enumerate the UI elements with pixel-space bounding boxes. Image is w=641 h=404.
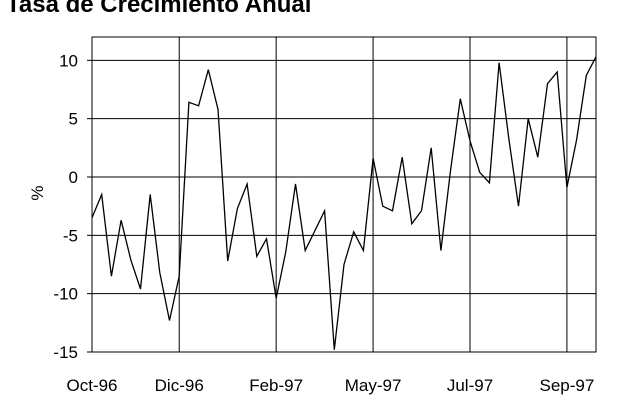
data-point: [256, 255, 258, 257]
data-point: [149, 193, 151, 195]
y-tick-label: -15: [53, 343, 78, 362]
data-point: [508, 137, 510, 139]
data-point: [595, 56, 597, 58]
y-tick-label: 10: [59, 51, 78, 70]
data-point: [362, 249, 364, 251]
data-point: [236, 207, 238, 209]
data-point: [333, 348, 335, 350]
x-tick-label: Sep-97: [540, 376, 595, 395]
data-point: [537, 156, 539, 158]
data-point: [91, 217, 93, 219]
x-tick-label: May-97: [345, 376, 402, 395]
y-tick-label: -5: [63, 226, 78, 245]
data-point: [575, 138, 577, 140]
data-point: [120, 219, 122, 221]
data-point: [401, 156, 403, 158]
data-point: [546, 82, 548, 84]
chart-title: Tasa de Crecimiento Anual: [6, 0, 312, 18]
data-point: [226, 260, 228, 262]
data-point: [314, 229, 316, 231]
x-tick-label: Jul-97: [447, 376, 493, 395]
data-point: [391, 210, 393, 212]
data-point: [323, 210, 325, 212]
data-point: [352, 231, 354, 233]
data-point: [430, 147, 432, 149]
data-point: [159, 271, 161, 273]
y-tick-label: -10: [53, 285, 78, 304]
data-point: [527, 117, 529, 119]
data-point: [110, 275, 112, 277]
x-tick-label: Feb-97: [249, 376, 303, 395]
data-point: [566, 186, 568, 188]
data-point: [246, 183, 248, 185]
data-point: [556, 71, 558, 73]
data-point: [517, 205, 519, 207]
plot-area: [87, 36, 597, 353]
data-point: [197, 105, 199, 107]
data-point: [275, 297, 277, 299]
data-point: [188, 101, 190, 103]
axis-labels: 10 5 0 -5 -10 -15 Oct-96 Dic-96 Feb-97 May-97 Jul-…: [53, 51, 594, 395]
data-point: [488, 182, 490, 184]
series-line: [91, 56, 597, 350]
data-point: [207, 68, 209, 70]
data-point: [449, 169, 451, 171]
data-point: [139, 288, 141, 290]
data-point: [294, 183, 296, 185]
data-point: [168, 319, 170, 321]
data-point: [411, 222, 413, 224]
y-tick-label: 0: [69, 168, 78, 187]
data-point: [372, 157, 374, 159]
x-tick-label: Dic-96: [155, 376, 204, 395]
data-point: [478, 171, 480, 173]
data-point: [130, 259, 132, 261]
data-point: [285, 250, 287, 252]
data-point: [498, 61, 500, 63]
data-point: [420, 210, 422, 212]
data-point: [459, 98, 461, 100]
data-point: [585, 74, 587, 76]
data-point: [100, 193, 102, 195]
data-point: [440, 249, 442, 251]
data-point: [343, 263, 345, 265]
y-axis-label: %: [28, 185, 47, 200]
data-point: [178, 275, 180, 277]
data-point: [469, 140, 471, 142]
data-point: [265, 238, 267, 240]
data-point: [382, 205, 384, 207]
data-point: [217, 108, 219, 110]
y-tick-label: 5: [69, 110, 78, 129]
x-tick-label: Oct-96: [66, 376, 117, 395]
data-point: [304, 249, 306, 251]
